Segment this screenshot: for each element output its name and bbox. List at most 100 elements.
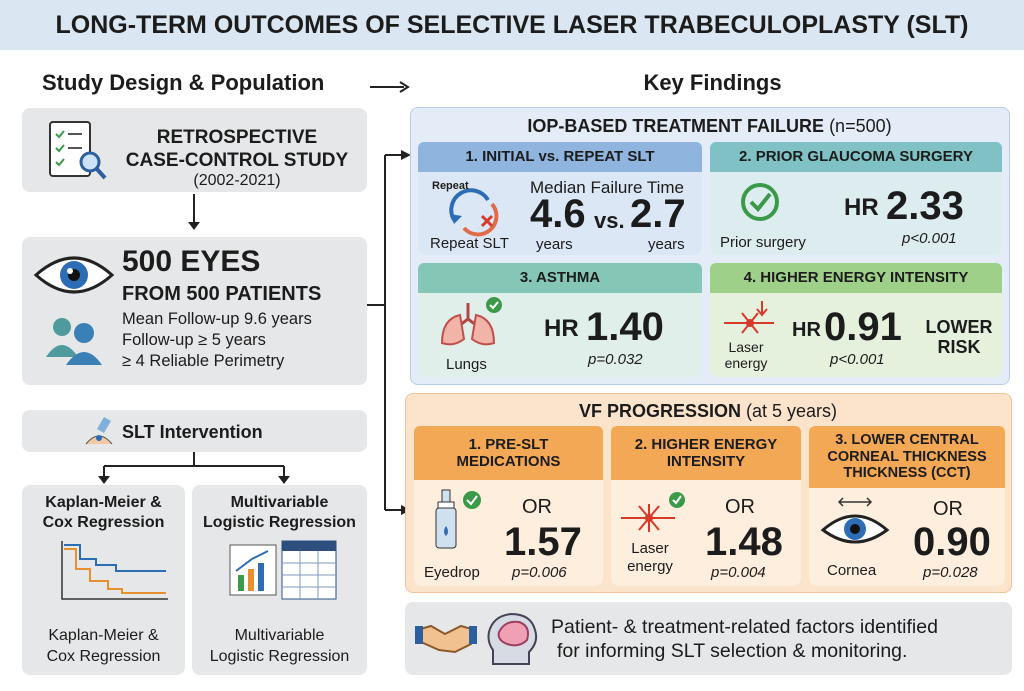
panel-caption: Repeat SLT xyxy=(430,235,509,252)
brain-icon xyxy=(487,612,538,665)
header-line: MEDICATIONS xyxy=(456,453,561,470)
finding-panel: 1. INITIAL vs. REPEAT SLT Repeat Repeat … xyxy=(418,142,702,255)
design-title-line: RETROSPECTIVE xyxy=(156,127,318,148)
p-value: p=0.006 xyxy=(512,564,567,581)
check-icon xyxy=(741,183,779,221)
repeat-icon-label: Repeat xyxy=(432,180,469,192)
stat-value: 2.33 xyxy=(886,184,964,228)
finding-panel: 3. ASTHMA Lungs HR 1.40 p=0.032 xyxy=(418,263,702,377)
method-box: Multivariable Logistic Regression Multiva… xyxy=(192,485,367,675)
conclusion-box: Patient- & treatment-related factors ide… xyxy=(405,602,1012,675)
panel-header: 2. PRIOR GLAUCOMA SURGERY xyxy=(710,142,1002,172)
method-title: Kaplan-Meier & Cox Regression xyxy=(22,493,185,533)
method-caption-line: Multivariable xyxy=(234,627,325,644)
vf-panel: 1. PRE-SLT MEDICATIONS Eyedrop OR 1.57 p=… xyxy=(414,426,603,586)
method-caption: Multivariable Logistic Regression xyxy=(192,625,367,667)
stat-label: HR xyxy=(792,319,821,341)
people-icon xyxy=(46,318,102,365)
cornea-icon xyxy=(820,497,890,544)
eye-icon xyxy=(33,256,115,294)
stat-value: 0.91 xyxy=(824,305,902,349)
panel-caption: Lungs xyxy=(446,356,487,373)
stat-value: 1.57 xyxy=(504,520,582,564)
method-caption-line: Logistic Regression xyxy=(209,648,350,665)
population-details: Mean Follow-up 9.6 years Follow-up ≥ 5 y… xyxy=(122,309,312,372)
caption-line: Laser xyxy=(728,339,764,355)
eyedrop-icon xyxy=(435,489,481,549)
metric-label: Median Failure Time xyxy=(530,178,685,197)
iop-n: (n=500) xyxy=(829,116,892,136)
panel-caption: Cornea xyxy=(827,562,877,579)
finding-panel: 2. PRIOR GLAUCOMA SURGERY Prior surgery … xyxy=(710,142,1002,255)
vf-section: VF PROGRESSION (at 5 years) 1. PRE-SLT ME… xyxy=(405,393,1012,593)
p-value: p=0.004 xyxy=(711,564,766,581)
caption-line: energy xyxy=(627,558,673,575)
branch-connector xyxy=(98,452,290,484)
survival-curve-icon xyxy=(61,541,168,600)
iop-title-text: IOP-BASED TREATMENT FAILURE xyxy=(527,116,825,136)
p-value: p<0.001 xyxy=(830,351,885,368)
header-line: 2. HIGHER ENERGY xyxy=(634,435,778,453)
design-title: RETROSPECTIVE CASE-CONTROL STUDY xyxy=(122,126,352,172)
population-detail: Follow-up ≥ 5 years xyxy=(122,331,266,349)
method-caption-line: Kaplan-Meier & xyxy=(48,627,159,644)
panel-caption: Eyedrop xyxy=(424,564,480,581)
iop-section: IOP-BASED TREATMENT FAILURE (n=500) 1. I… xyxy=(410,107,1010,385)
population-detail: Mean Follow-up 9.6 years xyxy=(122,310,312,328)
panel-caption: Laser energy xyxy=(718,339,774,371)
stat-label: OR xyxy=(933,498,963,520)
laser-energy-icon xyxy=(724,301,774,334)
population-detail: ≥ 4 Reliable Perimetry xyxy=(122,352,285,370)
stat-value: 1.40 xyxy=(586,305,664,349)
versus: vs. xyxy=(594,208,625,233)
design-box: RETROSPECTIVE CASE-CONTROL STUDY (2002-20… xyxy=(22,108,367,192)
value-a: 4.6 xyxy=(530,192,586,236)
population-box: 500 EYES FROM 500 PATIENTS Mean Follow-u… xyxy=(22,237,367,385)
checklist-icon xyxy=(49,121,107,180)
method-title: Multivariable Logistic Regression xyxy=(192,493,367,533)
risk-note-line: LOWER xyxy=(925,317,993,337)
panel-caption: Prior surgery xyxy=(720,234,806,251)
lungs-icon xyxy=(440,297,502,346)
title-bar: LONG-TERM OUTCOMES OF SELECTIVE LASER TR… xyxy=(0,0,1024,50)
panel-header: 2. HIGHER ENERGY INTENSITY xyxy=(611,426,801,480)
regression-icon xyxy=(229,540,337,600)
stat-label: OR xyxy=(725,496,755,518)
method-box: Kaplan-Meier & Cox Regression Kaplan-Meie… xyxy=(22,485,185,675)
conclusion-text: Patient- & treatment-related factors ide… xyxy=(551,615,938,663)
method-caption-line: Cox Regression xyxy=(46,648,161,665)
panel-header: 3. LOWER CENTRAL CORNEAL THICKNESS THICKNE… xyxy=(809,426,1005,488)
right-heading: Key Findings xyxy=(643,70,782,95)
design-title-line: CASE-CONTROL STUDY xyxy=(125,150,349,171)
method-title-line: Multivariable xyxy=(230,494,329,511)
vf-panel: 2. HIGHER ENERGY INTENSITY Laser energy OR… xyxy=(611,426,801,586)
method-caption: Kaplan-Meier & Cox Regression xyxy=(22,625,185,667)
design-years: (2002-2021) xyxy=(193,172,281,189)
vf-timepoint: (at 5 years) xyxy=(746,401,838,421)
panel-header: 3. ASTHMA xyxy=(418,263,702,293)
laser-energy-icon xyxy=(621,492,685,532)
method-title-line: Kaplan-Meier & xyxy=(45,494,162,511)
panel-header: 4. HIGHER ENERGY INTENSITY xyxy=(710,263,1002,293)
header-line: 1. PRE-SLT xyxy=(468,435,549,453)
caption-line: energy xyxy=(724,355,768,371)
method-title-line: Logistic Regression xyxy=(203,514,356,531)
laser-icon xyxy=(85,416,113,445)
header-line: 3. LOWER CENTRAL xyxy=(835,431,979,448)
header-line: THICKNESS (CCT) xyxy=(843,465,971,482)
findings-connector xyxy=(367,150,411,515)
stat-value: 0.90 xyxy=(913,520,991,564)
panel-header: 1. INITIAL vs. REPEAT SLT xyxy=(418,142,702,172)
stat-value: 1.48 xyxy=(705,520,783,564)
population-headline: 500 EYES xyxy=(122,245,261,278)
panel-caption: Laser energy xyxy=(623,540,677,576)
p-value: p=0.032 xyxy=(588,351,643,368)
intervention-box: SLT Intervention xyxy=(22,410,367,452)
vf-panel: 3. LOWER CENTRAL CORNEAL THICKNESS THICKNE… xyxy=(809,426,1005,586)
unit-b: years xyxy=(648,236,685,253)
header-line: INTENSITY xyxy=(666,453,746,470)
value-b: 2.7 xyxy=(630,192,686,236)
p-value: p=0.028 xyxy=(923,564,978,581)
